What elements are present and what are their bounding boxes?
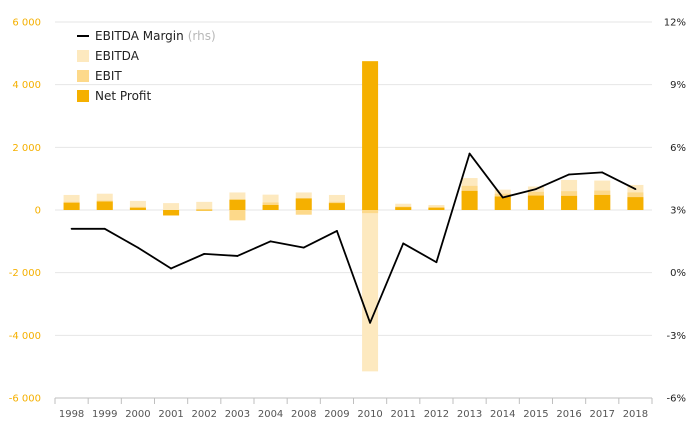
y-right-tick-label: 0% — [670, 268, 686, 279]
net-profit-bar — [262, 204, 279, 210]
net-profit-legend-name: Net Profit — [95, 89, 151, 103]
ebit-legend-label: EBIT — [95, 69, 122, 83]
ebitda-bar — [362, 210, 379, 372]
ebitda-margin-point — [170, 267, 172, 270]
y-left-tick-label: 6 000 — [12, 18, 41, 29]
net-profit-bar — [96, 201, 113, 210]
y-right-tick-label: 9% — [670, 80, 686, 91]
x-tick-label: 2012 — [424, 409, 449, 420]
ebitda-legend-name: EBITDA — [95, 49, 140, 63]
net-profit-bar — [594, 194, 611, 210]
y-left-tick-label: 0 — [35, 206, 41, 217]
x-tick-label: 2016 — [556, 409, 581, 420]
x-tick-label: 2004 — [258, 409, 283, 420]
ebitda-margin-point — [137, 246, 139, 249]
x-tick-label: 2011 — [391, 409, 416, 420]
net-profit-bar — [561, 195, 578, 210]
ebitda-legend-label: EBITDA — [95, 49, 140, 63]
ebitda-margin-legend-name: EBITDA Margin — [95, 29, 184, 43]
x-tick-label: 2002 — [192, 409, 217, 420]
net-profit-bar — [63, 202, 80, 210]
ebitda-margin-legend-suffix: (rhs) — [188, 29, 216, 43]
net-profit-legend-swatch — [77, 90, 89, 102]
ebitda-margin-point — [435, 261, 438, 264]
ebitda-margin-point — [468, 152, 471, 155]
net-profit-bar — [295, 198, 312, 210]
net-profit-bar — [196, 209, 213, 211]
y-right-tick-label: 3% — [670, 206, 686, 217]
x-tick-label: 1998 — [59, 409, 84, 420]
x-tick-label: 1999 — [92, 409, 117, 420]
ebitda-margin-legend-label: EBITDA Margin (rhs) — [95, 29, 216, 43]
net-profit-bar — [494, 196, 511, 210]
x-tick-label: 2017 — [590, 409, 615, 420]
y-right-tick-label: 12% — [664, 18, 686, 29]
ebit-bar — [295, 210, 312, 215]
bar-series — [63, 61, 644, 372]
margin-line-series — [70, 152, 637, 324]
ebitda-margin-point — [601, 171, 604, 174]
net-profit-bar — [461, 190, 478, 210]
ebitda-bar — [196, 201, 213, 210]
ebitda-legend-swatch — [77, 50, 89, 62]
ebitda-margin-point — [369, 321, 371, 324]
ebitda-margin-point — [336, 229, 338, 232]
x-tick-label: 2010 — [357, 409, 382, 420]
x-tick-label: 2018 — [623, 409, 648, 420]
ebitda-margin-point — [103, 227, 106, 230]
ebitda-margin-point — [535, 188, 537, 191]
x-tick-label: 2015 — [523, 409, 548, 420]
y-left-tick-label: -4 000 — [9, 331, 41, 342]
net-profit-legend-label: Net Profit — [95, 89, 151, 103]
gridlines — [55, 21, 652, 399]
y-left-tick-label: 2 000 — [12, 143, 41, 154]
ebitda-margin-point — [269, 240, 272, 243]
ebit-bar — [362, 210, 379, 214]
net-profit-bar — [328, 203, 345, 210]
y-right-tick-label: -3% — [667, 331, 686, 342]
net-profit-bar — [627, 197, 644, 210]
ebitda-margin-line — [71, 152, 636, 324]
y-left-tick-label: -2 000 — [9, 268, 41, 279]
net-profit-bar — [362, 61, 379, 210]
y-left-tick-label: 4 000 — [12, 80, 41, 91]
legend: EBITDA Margin (rhs) EBITDA EBIT Net Profit — [77, 29, 216, 103]
x-tick-label: 2008 — [291, 409, 316, 420]
net-profit-bar — [395, 207, 412, 210]
ebitda-margin-point — [568, 173, 570, 176]
y-right-tick-label: 6% — [670, 143, 686, 154]
x-tick-label: 2013 — [457, 409, 482, 420]
net-profit-bar — [229, 199, 246, 210]
x-tick-label: 2000 — [125, 409, 150, 420]
net-profit-bar — [428, 207, 445, 210]
y-right-tick-label: -6% — [667, 394, 686, 405]
y-left-tick-label: -6 000 — [9, 394, 41, 405]
net-profit-bar — [129, 207, 146, 210]
ebitda-bar — [163, 203, 180, 210]
axes: -6 000 -4 000 -2 000 0 2 000 4 000 6 000 -6% -3%… — [9, 18, 686, 421]
x-tick-label: 2009 — [324, 409, 349, 420]
ebitda-margin-point — [236, 255, 239, 257]
x-tick-label: 2003 — [225, 409, 250, 420]
net-profit-bar — [527, 195, 544, 210]
ebit-bar — [229, 210, 246, 221]
ebitda-margin-point — [302, 246, 305, 249]
ebitda-bar — [129, 200, 146, 210]
ebitda-margin-point — [402, 242, 405, 245]
net-profit-bar — [163, 210, 180, 216]
ebit-legend-swatch — [77, 70, 89, 82]
ebitda-margin-point — [203, 252, 206, 255]
ebitda-margin-point — [634, 188, 637, 191]
x-tick-label: 2001 — [158, 409, 183, 420]
ebitda-margin-point — [501, 196, 504, 199]
x-tick-label: 2014 — [490, 409, 515, 420]
ebit-legend-name: EBIT — [95, 69, 122, 83]
ebitda-margin-point — [70, 227, 73, 230]
